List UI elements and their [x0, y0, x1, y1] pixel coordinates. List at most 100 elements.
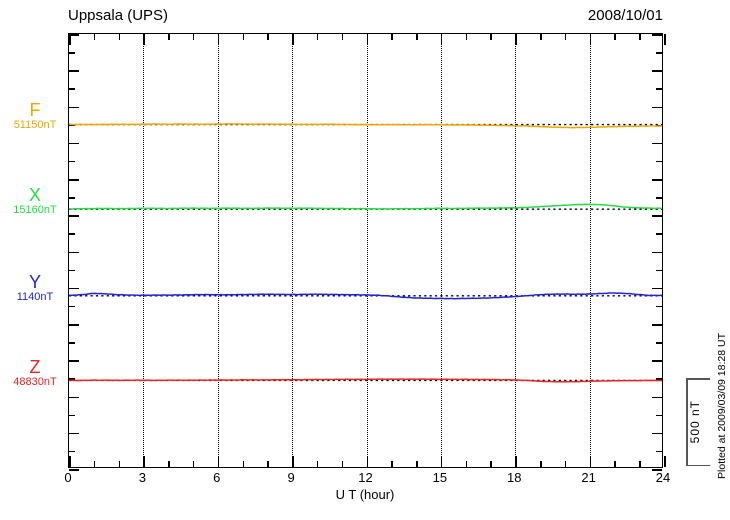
- tick-mark: [69, 305, 75, 308]
- tick-mark: [652, 142, 662, 145]
- trace-canvas: [69, 122, 662, 383]
- tick-mark: [69, 378, 75, 380]
- x-tick-label-24: 24: [655, 470, 671, 485]
- component-baseline-x: 15160nT: [13, 204, 57, 216]
- tick-mark: [652, 179, 662, 181]
- tick-mark: [69, 233, 75, 235]
- component-label-z: Z 48830nT: [4, 358, 66, 389]
- component-symbol-x: X: [28, 185, 41, 205]
- tick-mark: [69, 432, 79, 435]
- gridline-hour-18: [515, 34, 517, 467]
- component-symbol-z: Z: [29, 357, 41, 377]
- tick-mark: [639, 34, 641, 40]
- tick-mark: [118, 461, 121, 467]
- tick-mark: [656, 269, 662, 272]
- tick-mark: [267, 34, 269, 40]
- tick-mark: [540, 34, 542, 40]
- tick-mark: [168, 34, 170, 40]
- tick-mark: [652, 396, 662, 398]
- x-tick-label-6: 6: [213, 470, 221, 485]
- trace-F: [69, 122, 662, 129]
- tick-mark: [656, 88, 662, 90]
- scale-bar-top-cap: [686, 378, 710, 380]
- tick-mark: [143, 34, 145, 45]
- tick-mark: [69, 324, 79, 326]
- x-tick-label-0: 0: [64, 470, 72, 485]
- tick-mark: [416, 461, 418, 467]
- tick-mark: [341, 34, 344, 40]
- tick-mark: [664, 34, 666, 45]
- scale-bar-line: [686, 378, 688, 466]
- tick-mark: [267, 461, 269, 467]
- tick-mark: [564, 34, 567, 40]
- tick-mark: [69, 396, 79, 398]
- x-tick-label-3: 3: [138, 470, 146, 485]
- tick-mark: [69, 88, 75, 90]
- tick-mark: [93, 34, 96, 40]
- tick-mark: [656, 233, 662, 235]
- tick-mark: [465, 461, 468, 467]
- tick-mark: [652, 469, 662, 471]
- tick-mark: [656, 450, 662, 453]
- tick-mark: [515, 456, 517, 467]
- tick-mark: [217, 456, 220, 467]
- component-baseline-y: 1140nT: [16, 291, 54, 303]
- tick-mark: [192, 461, 195, 467]
- component-baseline-f: 51150nT: [13, 119, 57, 131]
- gridline-hour-21: [589, 34, 591, 467]
- tick-mark: [341, 461, 344, 467]
- trace-Y: [69, 292, 662, 300]
- tick-mark: [614, 34, 616, 40]
- tick-mark: [639, 461, 641, 467]
- trace-Z: [69, 378, 662, 383]
- tick-mark: [589, 456, 592, 467]
- page-title: Uppsala (UPS): [68, 7, 169, 24]
- x-tick-label-9: 9: [287, 470, 295, 485]
- tick-mark: [69, 469, 79, 471]
- tick-mark: [656, 305, 662, 308]
- tick-mark: [69, 215, 79, 217]
- tick-mark: [656, 342, 662, 344]
- gridline-hour-3: [143, 34, 145, 467]
- tick-mark: [69, 106, 79, 108]
- tick-mark: [652, 360, 662, 362]
- tick-mark: [656, 414, 662, 417]
- tick-mark: [652, 287, 662, 290]
- gridline-hour-9: [292, 34, 294, 467]
- tick-mark: [652, 70, 662, 72]
- tick-mark: [69, 52, 75, 54]
- tick-mark: [143, 456, 145, 467]
- tick-mark: [192, 34, 195, 40]
- tick-mark: [69, 450, 75, 453]
- x-tick-label-15: 15: [432, 470, 448, 485]
- plot-area: [68, 33, 666, 471]
- tick-mark: [69, 34, 71, 45]
- tick-mark: [69, 124, 75, 127]
- tick-mark: [515, 34, 517, 45]
- gridline-hour-15: [440, 34, 442, 467]
- component-label-x: X 15160nT: [4, 186, 66, 217]
- tick-mark: [69, 197, 75, 199]
- date-label: 2008/10/01: [587, 7, 663, 24]
- tick-mark: [242, 461, 245, 467]
- tick-mark: [440, 456, 443, 467]
- tick-mark: [316, 461, 319, 467]
- gridline-hour-6: [217, 34, 219, 467]
- component-symbol-y: Y: [28, 272, 41, 292]
- tick-mark: [465, 34, 468, 40]
- tick-mark: [440, 34, 443, 45]
- tick-mark: [564, 461, 567, 467]
- tick-mark: [652, 251, 662, 253]
- component-label-y: Y 1140nT: [4, 273, 66, 304]
- tick-mark: [656, 378, 662, 380]
- tick-mark: [391, 34, 393, 40]
- tick-mark: [69, 342, 75, 344]
- tick-mark: [69, 34, 79, 36]
- tick-mark: [69, 287, 79, 290]
- tick-mark: [589, 34, 592, 45]
- tick-mark: [490, 461, 492, 467]
- tick-mark: [652, 324, 662, 326]
- tick-mark: [292, 34, 294, 45]
- tick-mark: [168, 461, 170, 467]
